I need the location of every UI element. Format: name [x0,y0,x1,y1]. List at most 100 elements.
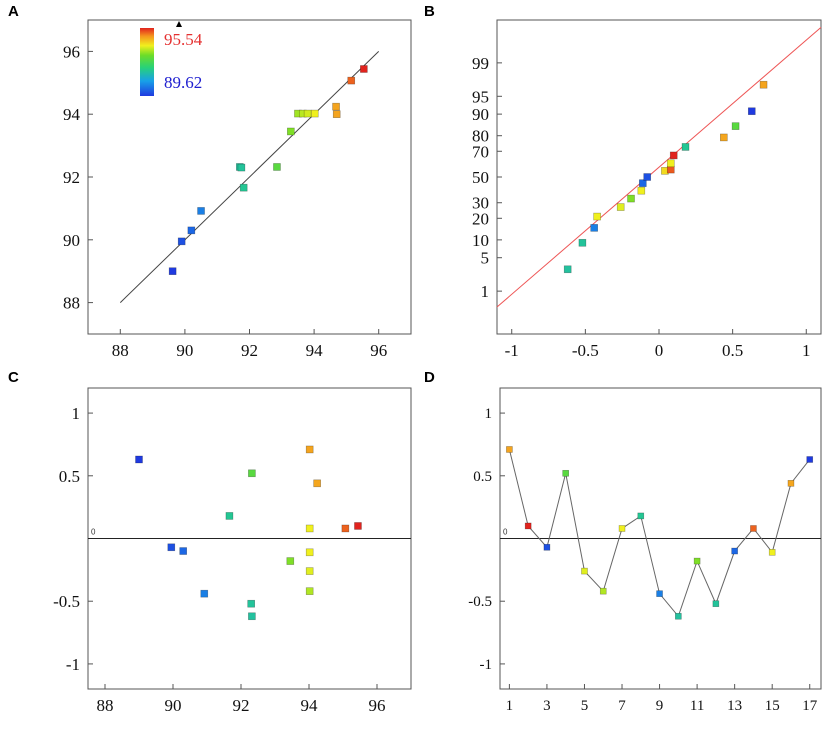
panel-d-point [750,525,757,532]
panel-a-point [303,109,312,118]
panel-b-x-tick-label: 1 [802,341,811,360]
panel-a-point [332,102,340,111]
panel-a-x-tick-label: 94 [306,341,324,360]
panel-c-point [305,445,314,454]
panel-a-point [273,163,281,171]
panel-b-point [731,122,740,130]
panel-a-x-tick-label: 96 [370,341,387,360]
panel-d-point [543,543,551,551]
panel-a-y-tick-label: 96 [63,42,80,61]
panel-d-x-tick-label: 13 [727,698,742,714]
panel-d-y-tick-label: 0.5 [473,469,492,485]
panel-b-point [681,143,690,151]
panel-b-y-tick-label: 1 [481,282,490,301]
panel-c-point [305,524,314,533]
panel-d-point [693,557,701,565]
panel-b-point [666,159,675,168]
panel-d-x-tick-label: 5 [581,698,589,714]
panel-c-x-tick-label: 94 [301,696,319,715]
panel-c-y-tick-label: 0.5 [59,467,80,486]
panel-a-legend-marker [176,21,182,27]
panel-d-point [581,567,588,575]
panel-b-reference-line [496,26,822,308]
panel-b-point [666,165,675,174]
panel-a-x-tick-label: 92 [241,341,258,360]
panel-a-point [332,110,341,118]
panel-d-point [506,446,513,453]
panel-a-point [347,76,356,85]
panel-c-x-tick-label: 88 [97,696,114,715]
panel-d-point [524,522,532,530]
panel-b-x-tick-label: -1 [505,341,519,360]
panel-a-point [197,207,205,215]
panel-a-point [177,237,186,246]
panel-b-y-tick-label: 5 [481,249,490,268]
panel-d-x-tick-label: 11 [690,698,704,714]
panel-b-point [563,265,572,274]
panel-c-point [305,587,314,595]
panel-d-x-tick-label: 1 [506,698,514,714]
panel-a-y-tick-label: 92 [63,168,80,187]
panel-a-point [237,163,246,172]
panel-c-point [305,548,314,557]
panel-a-y-tick-label: 88 [63,294,80,313]
panel-b-y-tick-label: 70 [472,142,489,161]
panel-b-point [616,203,625,211]
panel-c-point [167,543,176,552]
panel-a-y-tick-label: 94 [63,105,81,124]
panel-d-point [599,587,607,595]
panel-d-point [712,600,720,608]
panel-b-point [669,151,678,160]
panel-d-x-tick-label: 7 [618,698,626,714]
panel-b-y-tick-label: 90 [472,105,489,124]
panel-b-x-tick-label: 0.5 [722,341,743,360]
panel-d-point [731,547,738,555]
panel-b-y-tick-label: 10 [472,231,489,250]
panel-d-y-tick-label: 1 [485,406,493,422]
panel-c-y-tick-label: -1 [66,655,80,674]
panel-b-point [590,224,599,232]
panel-letter-a: A [8,3,19,20]
panel-d-x-tick-label: 3 [543,698,551,714]
panel-d-point [618,525,626,532]
panel-b-y-tick-label: 30 [472,194,489,213]
panel-c-point [313,479,321,488]
panel-b-point [643,173,652,181]
panel-a-point [168,267,177,276]
panel-b-y-tick-label: 95 [472,87,489,106]
panel-c-point [305,567,314,575]
panel-b-point [627,194,635,203]
panel-c-y-tick-label: 1 [72,404,81,423]
panel-c-point [225,512,234,520]
panel-a-y-tick-label: 90 [63,231,80,250]
panel-d-point [675,612,682,620]
panel-b-point [719,133,728,142]
panel-d-point [768,548,776,556]
panel-d-y-tick-label: -0.5 [468,594,492,610]
panel-d-point [637,512,645,520]
panel-c-zero-line-label: 0 [91,528,96,537]
panel-c-x-tick-label: 96 [369,696,386,715]
panel-a-point [360,65,368,73]
panel-c-point [247,599,255,608]
panel-d-point [562,469,570,477]
panel-c-point [135,455,143,464]
panel-d-point [787,480,795,487]
panel-c-point [200,589,209,598]
panel-c-residual-vs-predicted: 88 90 92 94 96 1 0.5 0 -0.5 -1 [53,387,412,715]
panel-d-x-tick-label: 15 [765,698,780,714]
panel-letter-d: D [424,369,435,386]
panel-b-y-tick-label: 20 [472,209,489,228]
panel-c-y-tick-label: -0.5 [53,592,80,611]
panel-a-point [310,109,319,118]
panel-d-zero-line-label: 0 [503,528,508,537]
panel-a-reference-line [119,51,380,303]
panel-a-actual-vs-predicted: 88 90 92 94 96 88 90 92 94 96 95.54 89.62 [63,19,412,360]
panel-b-point [637,186,646,195]
panel-b-plot-frame [496,19,822,335]
panel-a-x-tick-label: 90 [176,341,193,360]
panel-a-legend-max-label: 95.54 [164,30,203,49]
